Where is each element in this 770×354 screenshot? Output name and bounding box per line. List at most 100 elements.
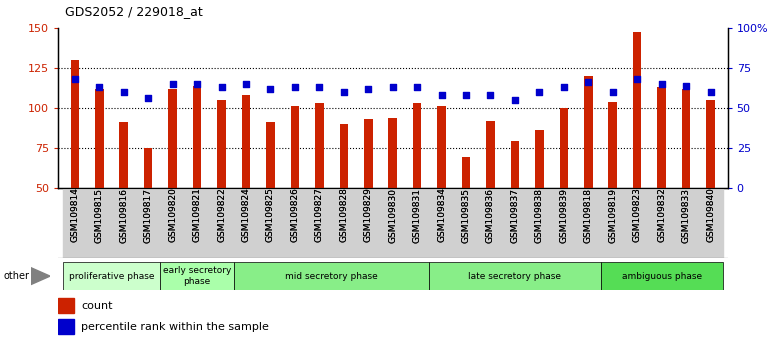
Text: GSM109826: GSM109826 (290, 188, 300, 242)
Text: GSM109834: GSM109834 (437, 188, 446, 242)
Bar (209, 188, 234, 258)
Text: GSM109816: GSM109816 (119, 188, 129, 242)
Text: GSM109819: GSM109819 (608, 188, 618, 242)
Text: GSM109828: GSM109828 (340, 188, 348, 242)
Point (631, 76, 644, 82)
Bar (192, 86, 202, 188)
Bar (681, 89, 691, 188)
Point (289, 85, 301, 90)
Text: GSM109839: GSM109839 (559, 188, 568, 242)
Point (216, 85, 228, 90)
Point (337, 89, 350, 95)
Text: GSM109836: GSM109836 (486, 188, 495, 242)
Point (166, 81, 179, 87)
Text: GSM109821: GSM109821 (192, 188, 202, 242)
Point (436, 92, 448, 98)
Text: GSM109819: GSM109819 (608, 188, 618, 242)
Bar (478, 188, 503, 258)
Bar (160, 262, 234, 290)
Bar (430, 188, 454, 258)
Point (93, 85, 105, 90)
Text: GSM109822: GSM109822 (217, 188, 226, 242)
Text: GSM109814: GSM109814 (70, 188, 79, 242)
Point (484, 92, 497, 98)
Bar (364, 119, 373, 188)
Point (69, 76, 81, 82)
Text: GSM109834: GSM109834 (437, 188, 446, 242)
Bar (527, 188, 551, 258)
Text: GSM109820: GSM109820 (168, 188, 177, 242)
Text: GSM109838: GSM109838 (535, 188, 544, 242)
Text: GSM109830: GSM109830 (388, 188, 397, 242)
Bar (234, 262, 430, 290)
Bar (625, 188, 649, 258)
Text: GSM109814: GSM109814 (70, 188, 79, 242)
Bar (307, 188, 332, 258)
Bar (58, 319, 75, 334)
Bar (95, 89, 104, 188)
Text: GSM109820: GSM109820 (168, 188, 177, 242)
Bar (315, 103, 323, 188)
Point (607, 89, 619, 95)
Point (264, 86, 276, 92)
Text: GSM109824: GSM109824 (242, 188, 250, 242)
Text: early secretory
phase: early secretory phase (163, 267, 231, 286)
Bar (576, 188, 601, 258)
Point (534, 89, 546, 95)
Text: GSM109832: GSM109832 (657, 188, 666, 242)
Bar (706, 100, 715, 188)
Text: GSM109837: GSM109837 (511, 188, 520, 242)
Text: GSM109828: GSM109828 (340, 188, 348, 242)
Text: late secretory phase: late secretory phase (468, 272, 561, 281)
Text: GSM109815: GSM109815 (95, 188, 104, 242)
Bar (698, 188, 723, 258)
Bar (160, 188, 185, 258)
Text: GSM109816: GSM109816 (119, 188, 129, 242)
Text: ambiguous phase: ambiguous phase (621, 272, 701, 281)
Bar (584, 76, 593, 188)
Point (362, 86, 374, 92)
Text: GSM109840: GSM109840 (706, 188, 715, 242)
Bar (258, 188, 283, 258)
Bar (58, 298, 75, 313)
Bar (388, 118, 397, 188)
Bar (62, 262, 160, 290)
Bar (266, 122, 275, 188)
Bar (234, 188, 258, 258)
Text: GSM109823: GSM109823 (633, 188, 641, 242)
Text: GSM109821: GSM109821 (192, 188, 202, 242)
Bar (413, 103, 421, 188)
Bar (608, 102, 617, 188)
Bar (535, 130, 544, 188)
Text: GSM109827: GSM109827 (315, 188, 324, 242)
Bar (503, 188, 527, 258)
Text: GSM109825: GSM109825 (266, 188, 275, 242)
Bar (283, 188, 307, 258)
Text: GSM109827: GSM109827 (315, 188, 324, 242)
Bar (405, 188, 430, 258)
Text: GSM109818: GSM109818 (584, 188, 593, 242)
Point (509, 97, 521, 103)
Point (118, 89, 130, 95)
Text: GSM109825: GSM109825 (266, 188, 275, 242)
Bar (486, 121, 495, 188)
Point (313, 85, 326, 90)
Text: GSM109826: GSM109826 (290, 188, 300, 242)
Bar (136, 188, 160, 258)
Text: GSM109830: GSM109830 (388, 188, 397, 242)
Bar (454, 188, 478, 258)
Text: GSM109831: GSM109831 (413, 188, 422, 242)
Point (460, 92, 472, 98)
Bar (185, 188, 209, 258)
Text: GSM109833: GSM109833 (681, 188, 691, 242)
Text: count: count (81, 301, 112, 311)
Bar (242, 95, 250, 188)
Bar (340, 124, 348, 188)
Bar (290, 106, 300, 188)
Text: GSM109833: GSM109833 (681, 188, 691, 242)
Text: GSM109837: GSM109837 (511, 188, 520, 242)
Polygon shape (31, 268, 50, 285)
Text: mid secretory phase: mid secretory phase (285, 272, 378, 281)
Bar (551, 188, 576, 258)
Text: GSM109829: GSM109829 (363, 188, 373, 242)
